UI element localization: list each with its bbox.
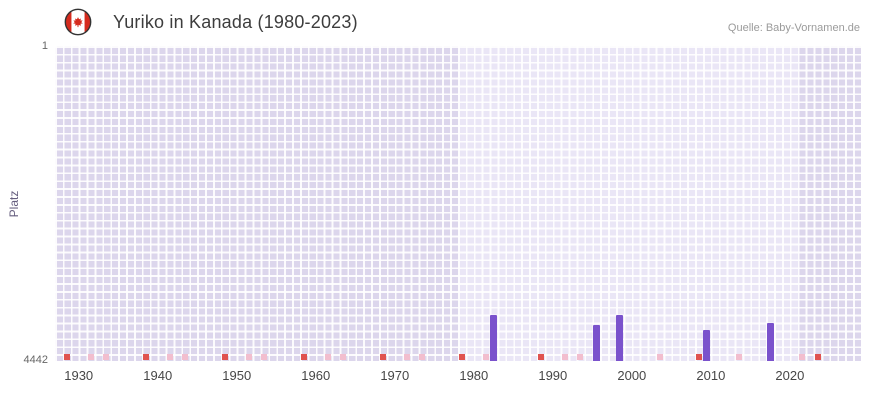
baseline-marker-light bbox=[577, 354, 584, 360]
x-axis: 1930 1940 1950 1960 1970 1980 1990 2000 2010 2020 bbox=[55, 368, 861, 386]
baseline-marker-light bbox=[261, 354, 268, 360]
baseline-marker-strong bbox=[142, 354, 149, 360]
y-axis-tick-top: 1 bbox=[41, 40, 48, 52]
baseline-marker-light bbox=[103, 354, 110, 360]
page-title: Yuriko in Kanada (1980-2023) bbox=[113, 12, 358, 32]
baseline-marker-light bbox=[324, 354, 331, 360]
baseline-marker-light bbox=[798, 354, 805, 360]
rank-bar-2009[interactable] bbox=[703, 329, 711, 361]
baseline-marker-light bbox=[419, 354, 426, 360]
baseline-marker-light bbox=[87, 354, 94, 360]
source-credit: Quelle: Baby-Vornamen.de bbox=[727, 22, 860, 34]
baseline-marker-light bbox=[182, 354, 189, 360]
baseline-marker-strong bbox=[458, 354, 465, 360]
baseline-marker-strong bbox=[814, 354, 821, 360]
baseline-marker-light bbox=[166, 354, 173, 360]
plot-gridlines bbox=[55, 46, 861, 361]
baseline-marker-strong bbox=[300, 354, 307, 360]
chart-plot-area bbox=[55, 46, 861, 361]
baseline-marker-strong bbox=[63, 354, 70, 360]
x-axis-tick-1970: 1970 bbox=[380, 368, 410, 383]
y-axis-title: Platz bbox=[7, 190, 21, 218]
x-axis-tick-1980: 1980 bbox=[459, 368, 489, 383]
baseline-marker-strong bbox=[696, 354, 702, 360]
rank-bar-2017[interactable] bbox=[766, 322, 774, 361]
x-axis-tick-1950: 1950 bbox=[222, 368, 252, 383]
baseline-marker-strong bbox=[537, 354, 544, 360]
baseline-marker-light bbox=[561, 354, 568, 360]
x-axis-tick-2010: 2010 bbox=[696, 368, 726, 383]
x-axis-tick-1940: 1940 bbox=[143, 368, 173, 383]
baseline-marker-light bbox=[482, 354, 489, 360]
x-axis-tick-2020: 2020 bbox=[775, 368, 805, 383]
x-axis-tick-1960: 1960 bbox=[301, 368, 331, 383]
baseline-marker-light bbox=[735, 354, 742, 360]
baseline-marker-light bbox=[245, 354, 252, 360]
y-axis-tick-bottom: 4442 bbox=[23, 354, 48, 366]
baseline-marker-light bbox=[656, 354, 663, 360]
x-axis-tick-2000: 2000 bbox=[617, 368, 647, 383]
rank-bar-1995[interactable] bbox=[592, 324, 600, 361]
baseline-marker-light bbox=[403, 354, 410, 360]
x-axis-tick-1990: 1990 bbox=[538, 368, 568, 383]
x-axis-tick-1930: 1930 bbox=[64, 368, 94, 383]
rank-bar-1982[interactable] bbox=[490, 315, 498, 361]
rank-bar-1998[interactable] bbox=[616, 315, 624, 361]
canada-flag-icon bbox=[64, 8, 92, 36]
baseline-marker-light bbox=[340, 354, 347, 360]
baseline-marker-strong bbox=[221, 354, 228, 360]
baseline-marker-strong bbox=[379, 354, 386, 360]
